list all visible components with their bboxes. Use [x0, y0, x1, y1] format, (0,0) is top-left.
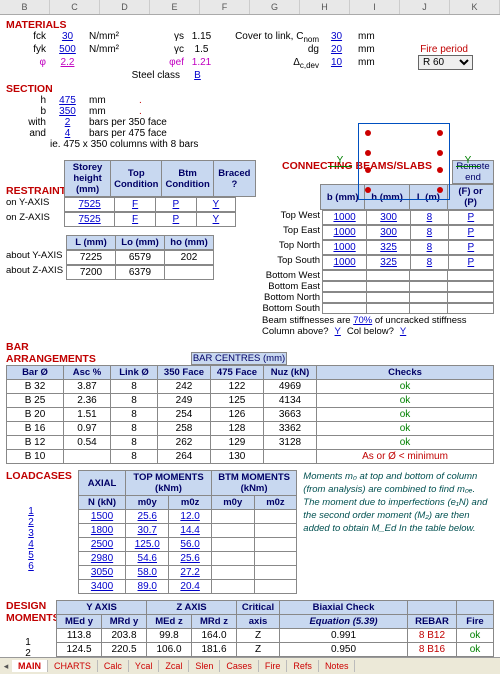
h-value[interactable]: 475: [50, 95, 85, 106]
fyk-unit: N/mm²: [85, 44, 139, 55]
dg-label: dg: [219, 44, 319, 55]
fire-select[interactable]: R 60: [418, 55, 473, 70]
loadcases-notes: Moments m₀ at top and bottom of column (…: [303, 470, 494, 594]
delta-unit: mm: [354, 57, 408, 68]
tab-zcal[interactable]: Zcal: [159, 660, 189, 672]
r-y-top[interactable]: F: [115, 198, 156, 212]
phief-value: 1.21: [184, 57, 219, 68]
spreadsheet: B C D E F G H I J K MATERIALS fck 30 N/m…: [0, 0, 500, 674]
y-right: Y: [456, 155, 480, 167]
tab-charts[interactable]: CHARTS: [48, 660, 98, 672]
col-b[interactable]: B: [0, 0, 50, 14]
dg-unit: mm: [354, 44, 408, 55]
design-table: Y AXIS Z AXIS Critical Biaxial Check MEd…: [56, 600, 494, 657]
col-f[interactable]: F: [200, 0, 250, 14]
cover-label: Cover to link, Cnom: [219, 31, 319, 44]
fyk-value[interactable]: 500: [50, 44, 85, 55]
fck-label: fck: [6, 31, 50, 42]
gc-label: γc: [139, 44, 184, 55]
phief-label: φef: [139, 57, 184, 68]
steel-value[interactable]: B: [180, 70, 215, 81]
bars-table: Bar Ø Asc % Link Ø 350 Face 475 Face Nuz…: [6, 365, 494, 464]
bars-title: BAR ARRANGEMENTS: [6, 341, 111, 365]
col-h[interactable]: H: [300, 0, 350, 14]
gc-value: 1.5: [184, 44, 219, 55]
col-j[interactable]: J: [400, 0, 450, 14]
col-k[interactable]: K: [450, 0, 500, 14]
tab-main[interactable]: MAIN: [12, 660, 48, 672]
cover-value[interactable]: 30: [319, 31, 354, 42]
col-c[interactable]: C: [50, 0, 100, 14]
r-y-h[interactable]: 7525: [65, 198, 115, 212]
delta-label: Δc,dev: [219, 57, 319, 70]
col-g[interactable]: G: [250, 0, 300, 14]
tab-fire[interactable]: Fire: [259, 660, 288, 672]
restraints-table: Storey height (mm) Top Condition Btm Con…: [64, 160, 256, 197]
tab-refs[interactable]: Refs: [287, 660, 319, 672]
phi-label: φ: [6, 57, 50, 68]
tab-calc[interactable]: Calc: [98, 660, 129, 672]
dg-value[interactable]: 20: [319, 44, 354, 55]
loadcases-table: AXIAL TOP MOMENTS (kNm) BTM MOMENTS (kNm…: [78, 470, 297, 594]
delta-value[interactable]: 10: [319, 57, 354, 68]
sheet-tabs: ◂ MAINCHARTSCalcYcalZcalSlenCasesFireRef…: [0, 657, 500, 674]
gs-label: γs: [139, 31, 184, 42]
r-y-btm[interactable]: P: [155, 198, 196, 212]
b-value[interactable]: 350: [50, 106, 85, 117]
r-z-top[interactable]: F: [115, 213, 156, 227]
r-z-br[interactable]: Y: [196, 213, 235, 227]
r-z-btm[interactable]: P: [155, 213, 196, 227]
stiff-val[interactable]: 70%: [353, 315, 372, 326]
fck-value[interactable]: 30: [50, 31, 85, 42]
gs-value: 1.15: [184, 31, 219, 42]
tab-slen[interactable]: Slen: [189, 660, 220, 672]
with-value[interactable]: 2: [50, 117, 85, 128]
column-diagram: [358, 123, 450, 200]
tab-cases[interactable]: Cases: [220, 660, 259, 672]
col-i[interactable]: I: [350, 0, 400, 14]
materials-title: MATERIALS: [6, 19, 494, 31]
restraints-title: RESTRAINTS: [6, 185, 64, 197]
fire-label: Fire period: [408, 44, 468, 55]
section-title: SECTION: [6, 83, 494, 95]
phi-value[interactable]: 2.2: [50, 57, 85, 68]
and-value[interactable]: 4: [50, 128, 85, 139]
tab-ycal[interactable]: Ycal: [129, 660, 160, 672]
steel-label: Steel class: [85, 70, 180, 81]
r-z-h[interactable]: 7525: [65, 213, 115, 227]
column-headers: B C D E F G H I J K: [0, 0, 500, 15]
fyk-label: fyk: [6, 44, 50, 55]
fck-unit: N/mm²: [85, 31, 139, 42]
y-left: Y: [328, 155, 352, 167]
cover-unit: mm: [354, 31, 408, 42]
col-e[interactable]: E: [150, 0, 200, 14]
r-y-br[interactable]: Y: [196, 198, 235, 212]
loadcases-title: LOADCASES: [6, 470, 72, 482]
col-d[interactable]: D: [100, 0, 150, 14]
tab-notes[interactable]: Notes: [319, 660, 356, 672]
